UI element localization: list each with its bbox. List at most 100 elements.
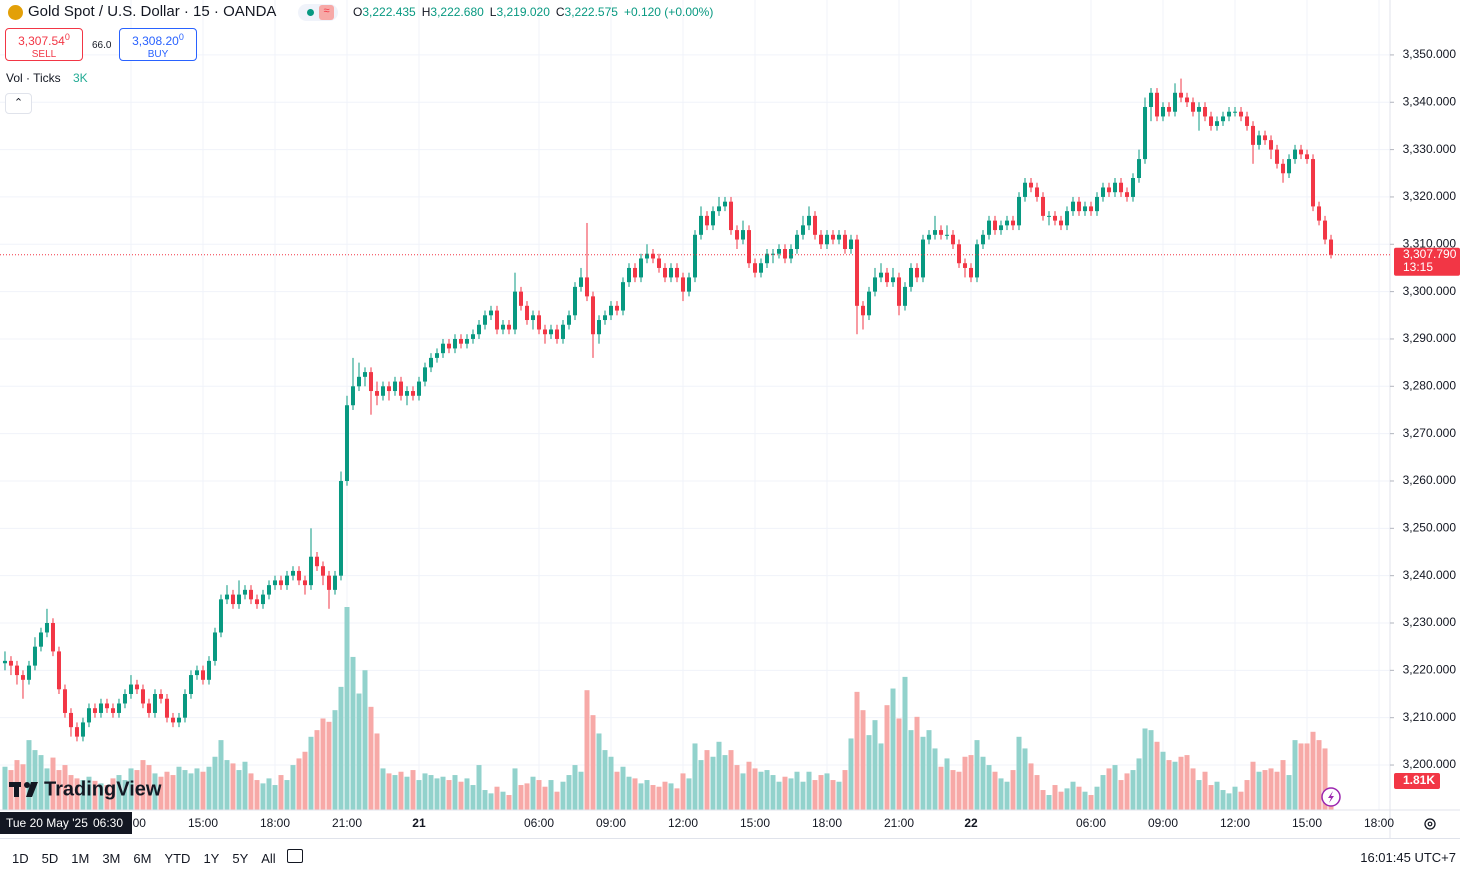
- range-button[interactable]: All: [261, 851, 276, 866]
- volume-bar: [86, 776, 92, 810]
- candle-body: [578, 277, 583, 287]
- candle-body: [1101, 187, 1106, 197]
- volume-bar: [740, 773, 746, 810]
- y-tick-label: 3,310.000: [1403, 236, 1457, 250]
- volume-bar: [344, 607, 350, 810]
- candle-body: [921, 239, 926, 278]
- y-tick-label: 3,350.000: [1403, 47, 1457, 61]
- candle-body: [452, 338, 457, 349]
- candle-body: [398, 381, 403, 396]
- volume-bar: [1172, 761, 1178, 810]
- y-tick-label: 3,320.000: [1403, 189, 1457, 203]
- candle-body: [608, 305, 613, 316]
- candle-body: [1191, 102, 1196, 112]
- range-button[interactable]: 6M: [133, 851, 152, 866]
- ohlc-key: L: [489, 5, 497, 19]
- volume-bar: [104, 785, 110, 810]
- candle-body: [1203, 106, 1208, 117]
- candle-body: [849, 239, 854, 250]
- candle-body: [693, 234, 697, 278]
- settings-button[interactable]: [1424, 818, 1436, 830]
- status-pill[interactable]: ≈: [298, 4, 338, 21]
- volume-bar: [998, 778, 1004, 810]
- range-button[interactable]: 1M: [71, 851, 90, 866]
- volume-bar: [350, 656, 356, 810]
- range-button[interactable]: YTD: [164, 851, 191, 866]
- x-tick-label: 18:00: [812, 816, 842, 830]
- candle-body: [747, 230, 752, 264]
- volume-bar: [1286, 775, 1292, 810]
- candle-body: [596, 320, 601, 335]
- symbol-title[interactable]: Gold Spot / U.S. Dollar · 15 · OANDA: [28, 3, 277, 20]
- candle-body: [374, 391, 379, 396]
- candle-body: [1029, 182, 1034, 188]
- candle-body: [1287, 159, 1292, 174]
- volume-bar: [98, 783, 104, 810]
- volume-bar: [80, 780, 86, 810]
- range-button[interactable]: 1Y: [203, 851, 220, 866]
- buy-button[interactable]: 3,308.200 BUY: [119, 28, 197, 61]
- volume-bar: [1130, 770, 1136, 810]
- volume-bar: [1304, 743, 1310, 810]
- sell-price: 3,307.54: [18, 34, 65, 48]
- candle-body: [278, 580, 283, 586]
- spread: 66.0: [92, 40, 112, 51]
- clock: 16:01:45 UTC+7: [1360, 850, 1456, 865]
- volume-bar: [1244, 780, 1250, 810]
- volume-bar: [764, 770, 770, 810]
- candle-body: [1281, 163, 1286, 174]
- candle-body: [440, 343, 445, 354]
- volume-bar: [476, 765, 482, 810]
- candle-body: [68, 712, 73, 728]
- volume-bar: [1208, 785, 1214, 810]
- volume-bar: [308, 736, 314, 810]
- volume-bar: [602, 750, 608, 810]
- y-tick-label: 3,200.000: [1403, 757, 1457, 771]
- candle-body: [668, 267, 673, 278]
- collapse-button[interactable]: ⌃: [5, 93, 32, 114]
- candle-body: [512, 291, 517, 330]
- volume-bar: [512, 768, 518, 810]
- candle-body: [662, 267, 667, 278]
- candle-body: [488, 310, 493, 316]
- candle-body: [194, 670, 199, 676]
- range-button[interactable]: 5D: [41, 851, 59, 866]
- date-range-button[interactable]: [287, 849, 303, 863]
- symbol-icon: [8, 5, 23, 20]
- volume-bar: [1094, 786, 1100, 810]
- volume-bar: [1088, 795, 1094, 810]
- volume-bar: [8, 770, 14, 810]
- candle-body: [164, 698, 169, 718]
- candle-body: [957, 244, 962, 264]
- volume-bar: [398, 771, 404, 810]
- countdown-label: 13:15: [1403, 260, 1433, 274]
- candle-body: [897, 277, 902, 306]
- range-button[interactable]: 3M: [102, 851, 121, 866]
- volume-bar: [494, 786, 500, 810]
- candle-body: [404, 391, 409, 396]
- candle-body: [927, 234, 932, 240]
- candle-body: [981, 234, 986, 245]
- candle-body: [699, 215, 704, 235]
- volume-bar: [176, 766, 182, 810]
- indicator-name[interactable]: Vol · Ticks: [6, 71, 61, 85]
- volume-bar: [74, 778, 80, 810]
- range-button[interactable]: 1D: [12, 851, 29, 866]
- candle-body: [945, 234, 950, 236]
- candle-body: [1017, 196, 1022, 226]
- candle-body: [795, 234, 800, 250]
- volume-bar: [1196, 780, 1202, 810]
- candle-body: [741, 230, 746, 240]
- candle-body: [2, 660, 7, 664]
- volume-bar: [1262, 770, 1268, 810]
- range-bar: 1D 5D 1M 3M 6M YTD 1Y 5Y All: [12, 850, 289, 868]
- range-button[interactable]: 5Y: [232, 851, 249, 866]
- volume-bar: [566, 775, 572, 810]
- sell-button[interactable]: 3,307.540 SELL: [5, 28, 83, 61]
- volume-bar: [728, 750, 734, 810]
- candle-body: [80, 722, 85, 737]
- last-volume-label: 1.81K: [1403, 773, 1435, 787]
- volume-bar: [914, 716, 920, 810]
- x-tick-label: 21: [412, 816, 426, 830]
- candle-body: [801, 225, 806, 235]
